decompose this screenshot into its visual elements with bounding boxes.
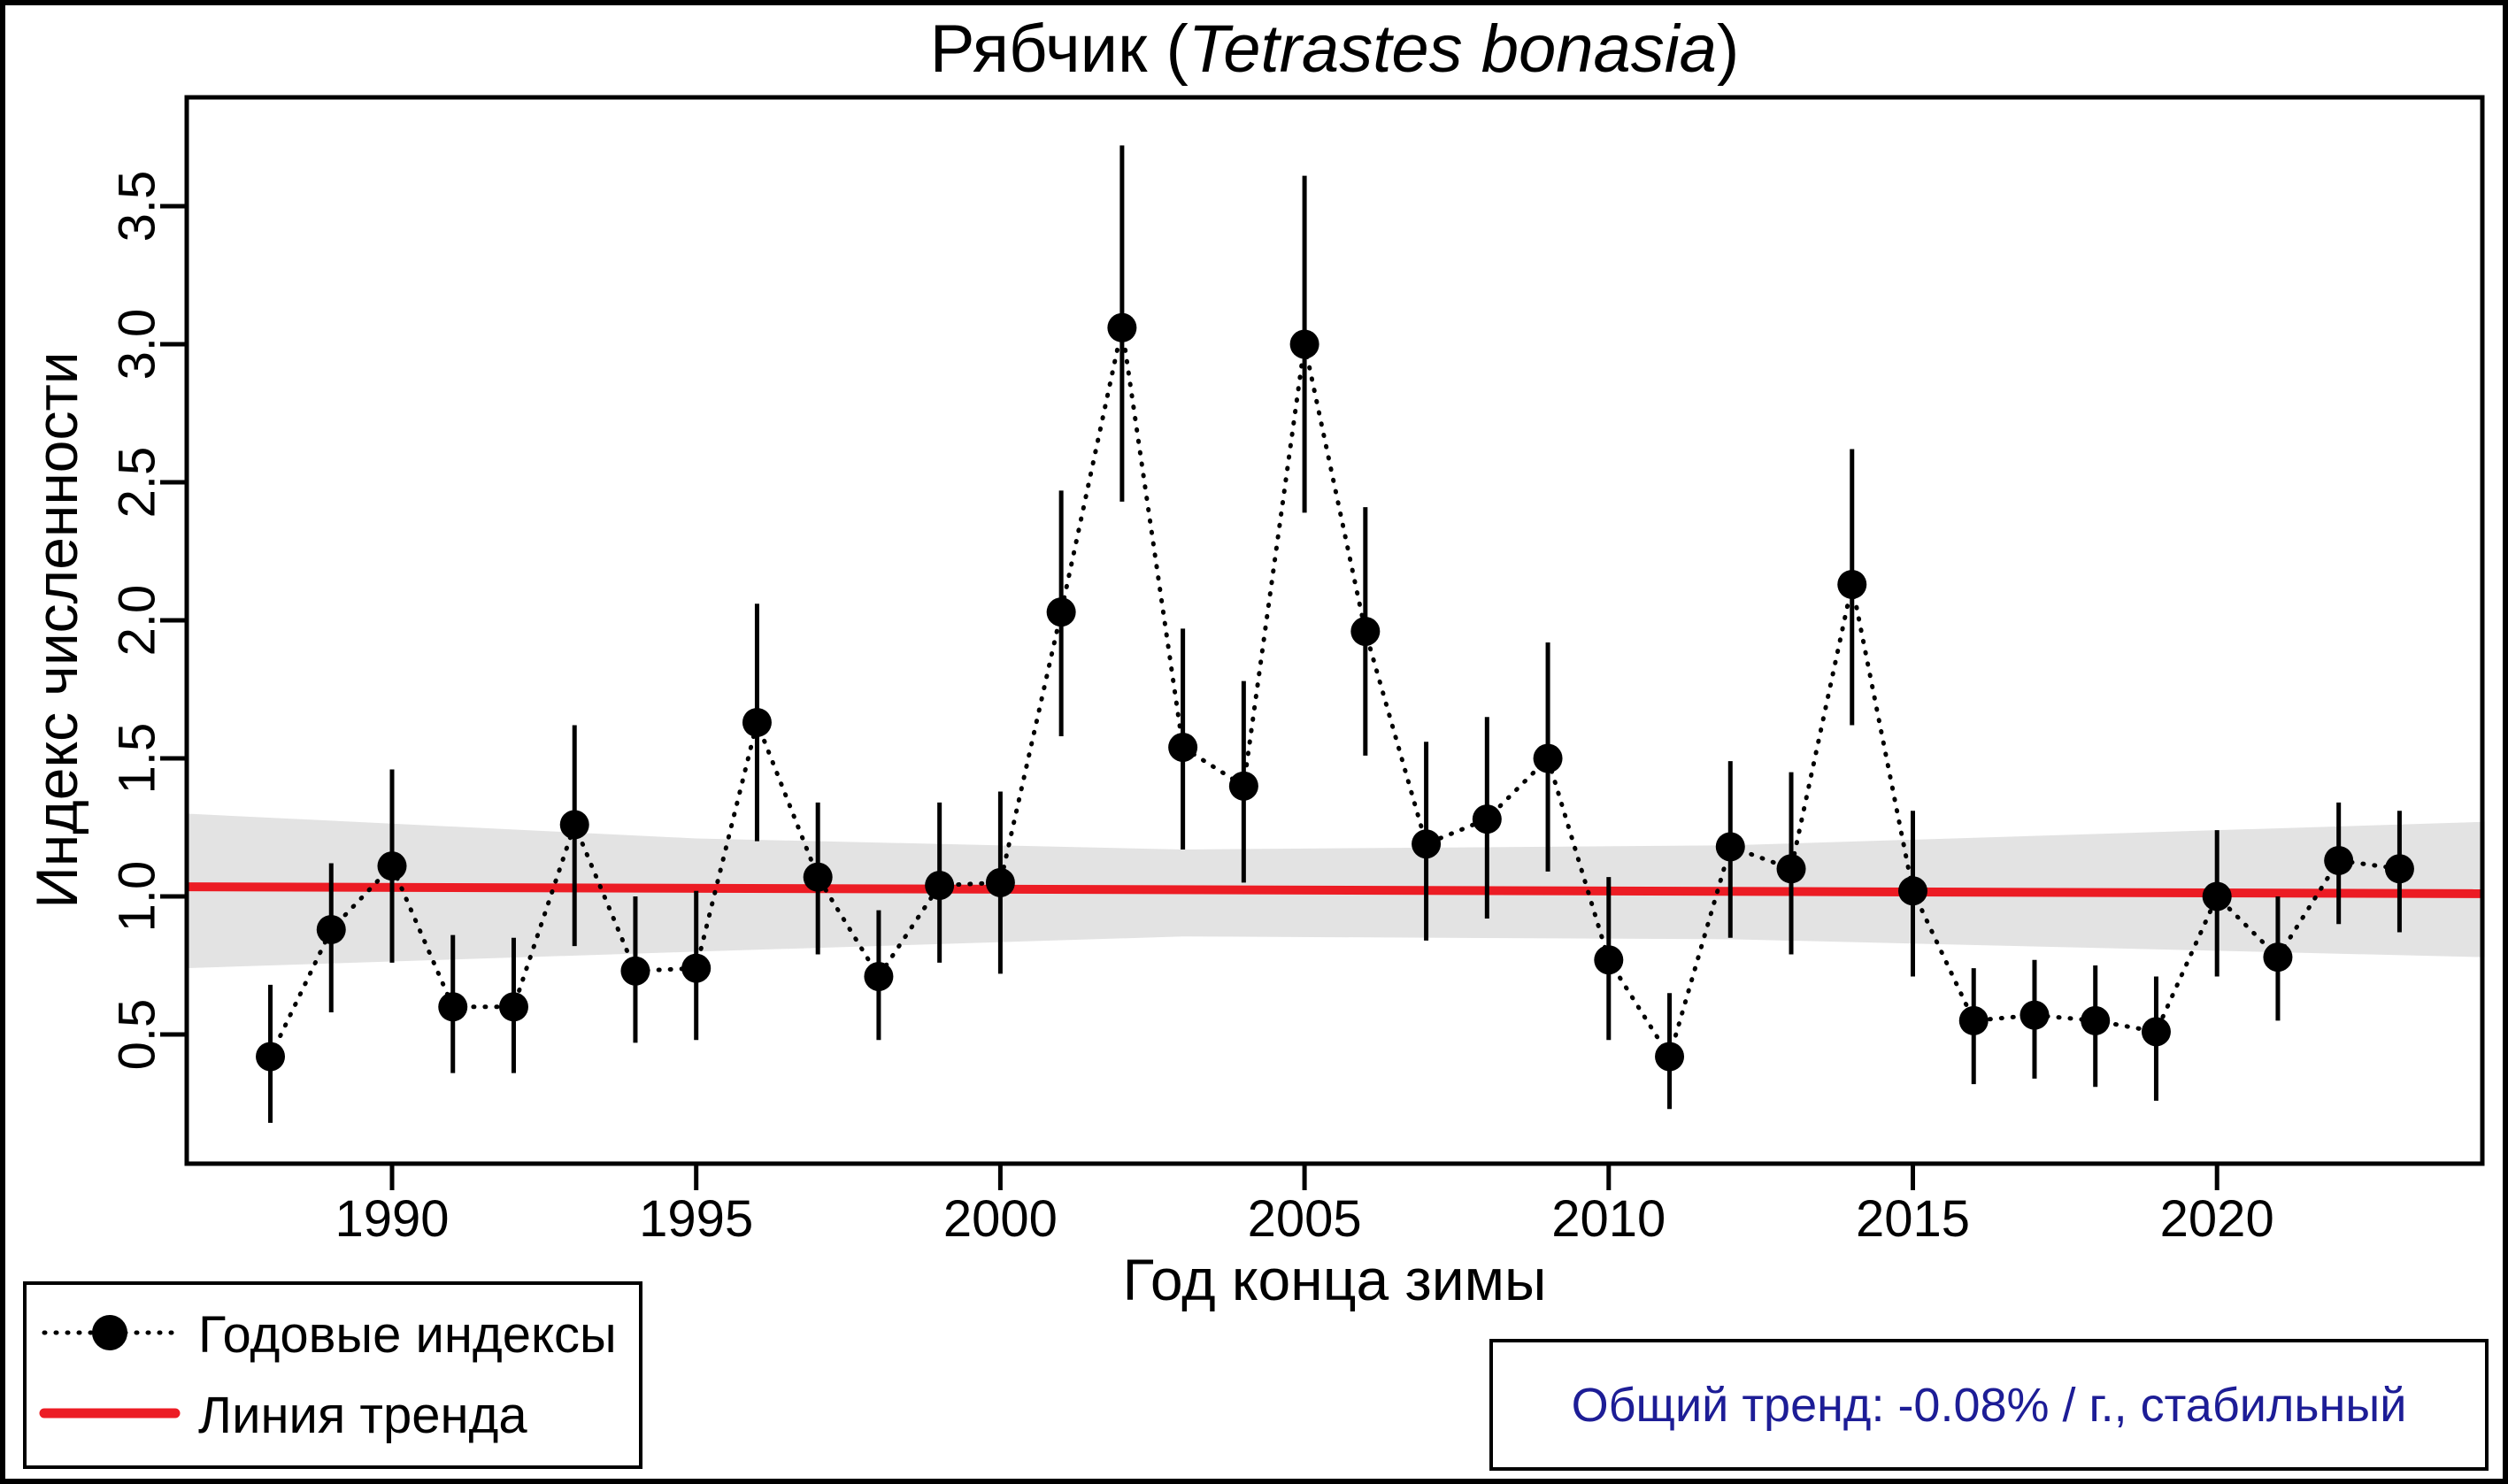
chart-title-suffix: ) <box>1716 12 1740 87</box>
data-point <box>1472 804 1502 834</box>
data-point <box>2324 845 2354 875</box>
y-tick-label: 1.5 <box>109 723 166 795</box>
data-point <box>1289 329 1319 359</box>
data-points <box>256 312 2414 1072</box>
data-point <box>256 1042 286 1072</box>
data-point <box>742 707 772 737</box>
y-tick-label: 1.0 <box>109 861 166 933</box>
trend-line <box>186 882 2483 898</box>
data-point <box>1837 569 1867 599</box>
y-tick-label: 3.0 <box>109 309 166 381</box>
data-point <box>2263 942 2293 973</box>
x-tick-label: 2020 <box>2160 1190 2274 1248</box>
plot-border <box>184 95 2485 1166</box>
data-point <box>864 961 894 991</box>
x-tick-label: 1995 <box>639 1190 753 1248</box>
chart-title-species-latin: Tetrastes bonasia <box>1188 12 1717 87</box>
legend-item-annual-indices: Годовые индексы <box>27 1305 639 1365</box>
data-point <box>803 862 833 892</box>
y-axis-title: Индекс численности <box>24 351 89 909</box>
y-tick-label: 3.5 <box>109 171 166 242</box>
data-point <box>377 851 407 881</box>
x-axis-title: Год конца зимы <box>1122 1247 1547 1312</box>
data-point <box>1350 616 1381 646</box>
x-axis: 1990 1995 2000 2005 2010 2015 2020 <box>335 1164 2274 1248</box>
chart-title-prefix: Рябчик ( <box>929 12 1189 87</box>
legend-box: Годовые индексы Линия тренда <box>23 1281 642 1469</box>
data-point <box>1412 829 1442 859</box>
x-tick-label: 2015 <box>1856 1190 1970 1248</box>
x-tick-label: 2000 <box>943 1190 1058 1248</box>
y-axis: 0.5 1.0 1.5 2.0 2.5 3.0 3.5 <box>109 171 187 1071</box>
x-tick-label: 2005 <box>1248 1190 1362 1248</box>
data-point <box>2202 881 2232 911</box>
data-point <box>1958 1005 1989 1035</box>
y-tick-label: 2.5 <box>109 447 166 519</box>
data-point <box>2081 1005 2111 1035</box>
error-bars <box>268 145 2402 1123</box>
data-point <box>1046 597 1076 627</box>
legend-item-trend-line: Линия тренда <box>27 1386 639 1445</box>
y-tick-label: 2.0 <box>109 585 166 657</box>
legend-label-trend-line: Линия тренда <box>198 1386 527 1444</box>
data-point <box>620 956 650 986</box>
data-point <box>559 810 589 840</box>
data-point <box>1715 832 1745 862</box>
data-point <box>1594 945 1624 975</box>
data-point <box>1655 1042 1685 1072</box>
data-point <box>2019 1000 2050 1030</box>
data-point <box>1533 743 1563 773</box>
data-point <box>2141 1017 2171 1047</box>
data-point <box>1898 876 1927 906</box>
data-point <box>1107 312 1137 342</box>
data-point <box>2384 854 2414 884</box>
overall-trend-text: Общий тренд: -0.08% / г., стабильный <box>1571 1378 2407 1432</box>
legend-label-annual-indices: Годовые индексы <box>198 1306 617 1365</box>
dotted-line-with-point-icon <box>39 1311 198 1358</box>
x-tick-label: 1990 <box>335 1190 449 1248</box>
data-point <box>681 953 712 983</box>
data-point <box>1168 733 1198 763</box>
data-point <box>1776 854 1806 884</box>
data-point <box>316 914 346 944</box>
data-point <box>498 992 528 1022</box>
data-point <box>985 867 1015 897</box>
overall-trend-box: Общий тренд: -0.08% / г., стабильный <box>1489 1339 2489 1471</box>
chart-title: Рябчик (Tetrastes bonasia) <box>187 11 2482 88</box>
data-point <box>1228 771 1258 801</box>
data-point <box>925 871 955 901</box>
red-line-icon <box>39 1392 198 1439</box>
y-tick-label: 0.5 <box>109 999 166 1071</box>
data-point <box>438 992 468 1022</box>
x-tick-label: 2010 <box>1551 1190 1666 1248</box>
